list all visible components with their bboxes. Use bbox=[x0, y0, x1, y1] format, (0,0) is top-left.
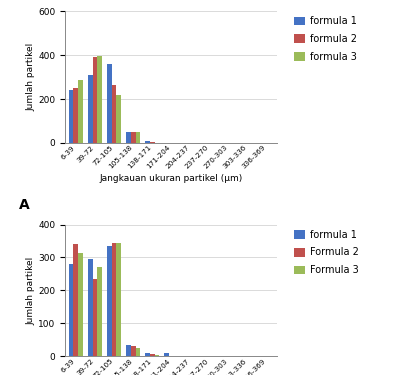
Y-axis label: Jumlah partikel: Jumlah partikel bbox=[27, 43, 35, 111]
X-axis label: Jangkauan ukuran partikel (μm): Jangkauan ukuran partikel (μm) bbox=[100, 174, 243, 183]
Bar bbox=[150, 354, 155, 356]
Bar bbox=[145, 353, 150, 356]
Bar bbox=[73, 88, 78, 143]
Bar bbox=[73, 244, 78, 356]
Bar bbox=[107, 64, 112, 143]
Bar bbox=[78, 80, 83, 143]
Bar bbox=[135, 348, 140, 356]
Bar bbox=[112, 85, 116, 143]
Bar bbox=[88, 75, 93, 143]
Bar bbox=[112, 243, 116, 356]
Bar bbox=[93, 279, 97, 356]
Text: A: A bbox=[19, 198, 29, 212]
Bar bbox=[107, 246, 112, 356]
Y-axis label: Jumlah partikel: Jumlah partikel bbox=[27, 256, 35, 324]
Bar bbox=[155, 355, 160, 356]
Bar bbox=[93, 57, 97, 143]
Bar bbox=[116, 243, 121, 356]
Bar bbox=[126, 132, 131, 143]
Bar bbox=[69, 264, 73, 356]
Bar bbox=[126, 345, 131, 356]
Bar bbox=[145, 141, 150, 143]
Bar bbox=[97, 267, 102, 356]
Bar bbox=[150, 142, 155, 143]
Bar bbox=[131, 346, 135, 356]
Legend: formula 1, Formula 2, Formula 3: formula 1, Formula 2, Formula 3 bbox=[291, 227, 362, 278]
Bar bbox=[88, 259, 93, 356]
Bar bbox=[69, 90, 73, 143]
Bar bbox=[164, 353, 169, 356]
Bar bbox=[116, 94, 121, 143]
Bar bbox=[78, 252, 83, 356]
Bar bbox=[135, 132, 140, 143]
Legend: formula 1, formula 2, formula 3: formula 1, formula 2, formula 3 bbox=[291, 13, 360, 65]
Bar bbox=[131, 132, 135, 143]
Bar bbox=[97, 56, 102, 143]
